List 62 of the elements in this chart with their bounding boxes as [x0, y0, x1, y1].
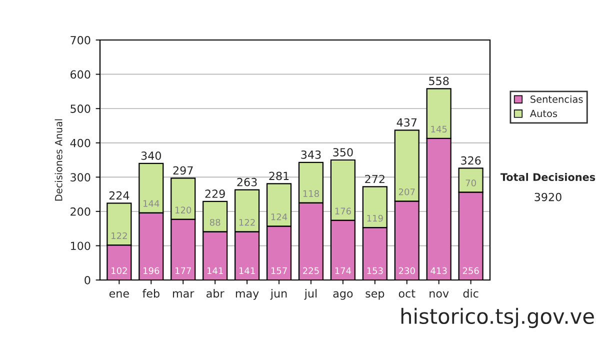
total-label: 281: [269, 172, 289, 180]
total-label: 437: [396, 118, 417, 127]
data-label: 177: [175, 267, 191, 274]
y-tick-label: 300: [70, 173, 90, 182]
y-tick-label: 700: [70, 36, 90, 44]
data-label: 88: [210, 218, 220, 226]
data-label: 207: [398, 188, 415, 196]
total-label: 326: [461, 156, 481, 165]
data-label: 153: [367, 267, 383, 274]
data-label: 256: [462, 267, 479, 274]
data-label: 141: [207, 267, 223, 274]
y-tick-label: 100: [70, 242, 90, 250]
x-tick-label: sep: [366, 291, 384, 300]
total-label: 343: [301, 150, 321, 159]
data-label: 122: [239, 218, 255, 226]
total-label: 224: [109, 191, 130, 200]
data-label: 122: [112, 232, 127, 240]
total-label: 272: [365, 174, 384, 184]
y-tick-label: 500: [70, 104, 90, 113]
x-tick-label: oct: [398, 290, 416, 298]
data-label: 157: [271, 267, 287, 274]
legend-label: Autos: [530, 110, 558, 118]
x-tick-label: may: [236, 291, 259, 300]
data-label: 118: [303, 190, 319, 197]
total-label: 297: [173, 166, 193, 175]
total-label: 263: [237, 178, 257, 186]
x-tick-label: ene: [109, 291, 129, 298]
x-tick-label: jul: [304, 289, 317, 300]
data-label: 124: [271, 213, 288, 220]
legend-label: Sentencias: [530, 95, 583, 103]
data-label: 102: [112, 267, 127, 274]
data-label: 70: [466, 180, 476, 186]
total-label: 229: [205, 190, 225, 198]
data-label: 176: [335, 208, 351, 214]
data-label: 144: [144, 200, 160, 207]
x-tick-label: ago: [333, 291, 353, 300]
data-label: 174: [335, 267, 352, 274]
data-label: 120: [175, 206, 192, 214]
y-tick-label: 0: [84, 276, 90, 284]
data-label: 225: [303, 267, 319, 274]
total-label: 350: [333, 148, 353, 156]
x-tick-label: abr: [206, 289, 224, 298]
data-label: 196: [144, 267, 160, 274]
text: Total Decisiones: [500, 172, 596, 182]
x-tick-label: mar: [173, 291, 194, 298]
text: historico.tsj.gov.ve: [401, 308, 594, 328]
data-label: 141: [239, 267, 255, 274]
data-label: 413: [430, 267, 447, 274]
y-tick-label: 400: [70, 138, 90, 148]
x-tick-label: jun: [270, 289, 287, 300]
x-tick-label: feb: [142, 289, 160, 298]
total-label: 340: [141, 152, 162, 160]
data-label: 230: [398, 267, 415, 274]
x-tick-label: dic: [463, 289, 478, 298]
x-tick-label: nov: [430, 291, 449, 298]
text: 3920: [534, 192, 562, 202]
y-tick-label: 200: [70, 207, 90, 216]
total-label: 558: [429, 76, 449, 86]
data-label: 145: [431, 126, 447, 133]
data-label: 119: [367, 214, 383, 222]
y-axis-title: Decisiones Anual: [54, 119, 62, 201]
y-tick-label: 600: [70, 70, 90, 79]
